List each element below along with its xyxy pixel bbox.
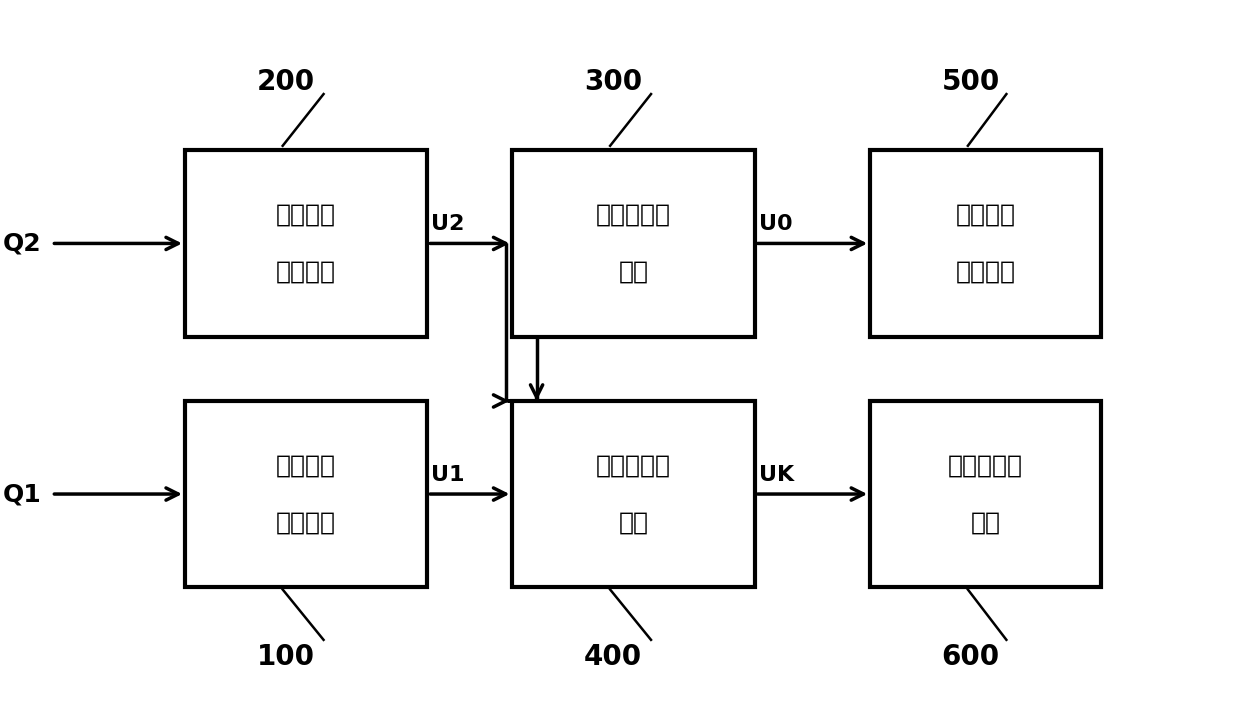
Text: 300: 300 (584, 68, 642, 97)
Text: 单元: 单元 (619, 511, 649, 535)
Text: 100: 100 (257, 643, 315, 672)
Text: U2: U2 (432, 214, 465, 234)
Text: 比例值计算: 比例值计算 (596, 453, 671, 478)
Text: 开关单元: 开关单元 (955, 260, 1016, 284)
Text: 600: 600 (941, 643, 999, 672)
Text: Q1: Q1 (2, 482, 42, 506)
Text: Q2: Q2 (4, 231, 42, 256)
Bar (870, 150, 1101, 337)
Text: U1: U1 (432, 465, 465, 485)
Bar (870, 401, 1101, 587)
Bar (185, 401, 428, 587)
Text: U0: U0 (759, 214, 792, 234)
Bar (512, 150, 755, 337)
Text: 500: 500 (941, 68, 999, 97)
Bar (512, 401, 755, 587)
Text: 单元: 单元 (971, 511, 1001, 535)
Text: UK: UK (759, 465, 794, 485)
Text: 单元: 单元 (619, 260, 649, 284)
Text: 第二流量: 第二流量 (277, 203, 336, 227)
Text: 测量单元: 测量单元 (277, 260, 336, 284)
Text: 比例阀驱动: 比例阀驱动 (947, 453, 1023, 478)
Text: 200: 200 (257, 68, 315, 97)
Text: 第一流量: 第一流量 (277, 453, 336, 478)
Text: 加法器电路: 加法器电路 (596, 203, 671, 227)
Text: 测量单元: 测量单元 (277, 511, 336, 535)
Text: 流量阈值: 流量阈值 (955, 203, 1016, 227)
Text: 400: 400 (584, 643, 642, 672)
Bar (185, 150, 428, 337)
